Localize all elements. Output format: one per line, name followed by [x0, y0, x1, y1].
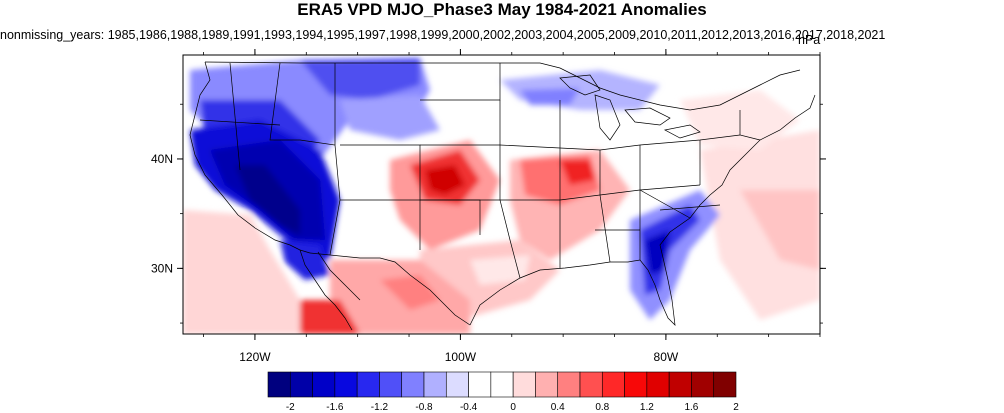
colorbar-label: 0	[510, 402, 516, 413]
boundaries	[189, 61, 816, 331]
colorbar-swatch	[512, 371, 536, 398]
colorbar-swatch	[579, 371, 603, 398]
colorbar-label: 1.6	[684, 402, 698, 413]
colorbar-swatch	[490, 371, 514, 398]
x-tick-label: 120W	[239, 350, 271, 364]
units-label: hPa	[798, 33, 821, 47]
colorbar-swatch	[401, 371, 425, 398]
colorbar-swatch	[624, 371, 648, 398]
colorbar-swatch	[445, 371, 469, 398]
colorbar-swatch	[356, 371, 380, 398]
colorbar-label: -0.8	[415, 402, 433, 413]
colorbar-swatch	[713, 371, 737, 398]
colorbar-swatch	[289, 371, 313, 398]
colorbar-swatch	[557, 371, 581, 398]
colorbar-label: 0.8	[595, 402, 609, 413]
colorbar-swatch	[646, 371, 670, 398]
colorbar-label: 0.4	[551, 402, 565, 413]
colorbar-label: -1.2	[371, 402, 389, 413]
colorbar-label: -2	[286, 402, 295, 413]
map-frame	[182, 54, 821, 335]
colorbar-label: -0.4	[460, 402, 478, 413]
colorbar-swatch	[423, 371, 447, 398]
colorbar: -2 -1.6 -1.2 -0.8 -0.4 0 0.4 0.8 1.2 1.6 2	[267, 371, 739, 413]
colorbar-label: 2	[733, 402, 739, 413]
colorbar-label: 1.2	[640, 402, 654, 413]
axis-ticks: 120W 100W 80W 40N 30N	[151, 49, 826, 364]
map-title: ERA5 VPD MJO_Phase3 May 1984-2021 Anomal…	[297, 0, 707, 19]
colorbar-swatch	[601, 371, 625, 398]
x-tick-label: 100W	[445, 350, 477, 364]
years-subtitle: nonmissing_years: 1985,1986,1988,1989,19…	[0, 28, 886, 42]
y-tick-label: 40N	[151, 152, 173, 166]
colorbar-label: -1.6	[326, 402, 344, 413]
colorbar-swatch	[379, 371, 403, 398]
anomaly-field	[183, 55, 820, 334]
colorbar-swatch	[334, 371, 358, 398]
colorbar-swatch	[691, 371, 715, 398]
x-tick-label: 80W	[654, 350, 679, 364]
y-tick-label: 30N	[151, 261, 173, 275]
colorbar-swatch	[535, 371, 559, 398]
colorbar-swatch	[312, 371, 336, 398]
colorbar-swatch	[468, 371, 492, 398]
colorbar-swatch	[267, 371, 291, 398]
colorbar-swatch	[668, 371, 692, 398]
